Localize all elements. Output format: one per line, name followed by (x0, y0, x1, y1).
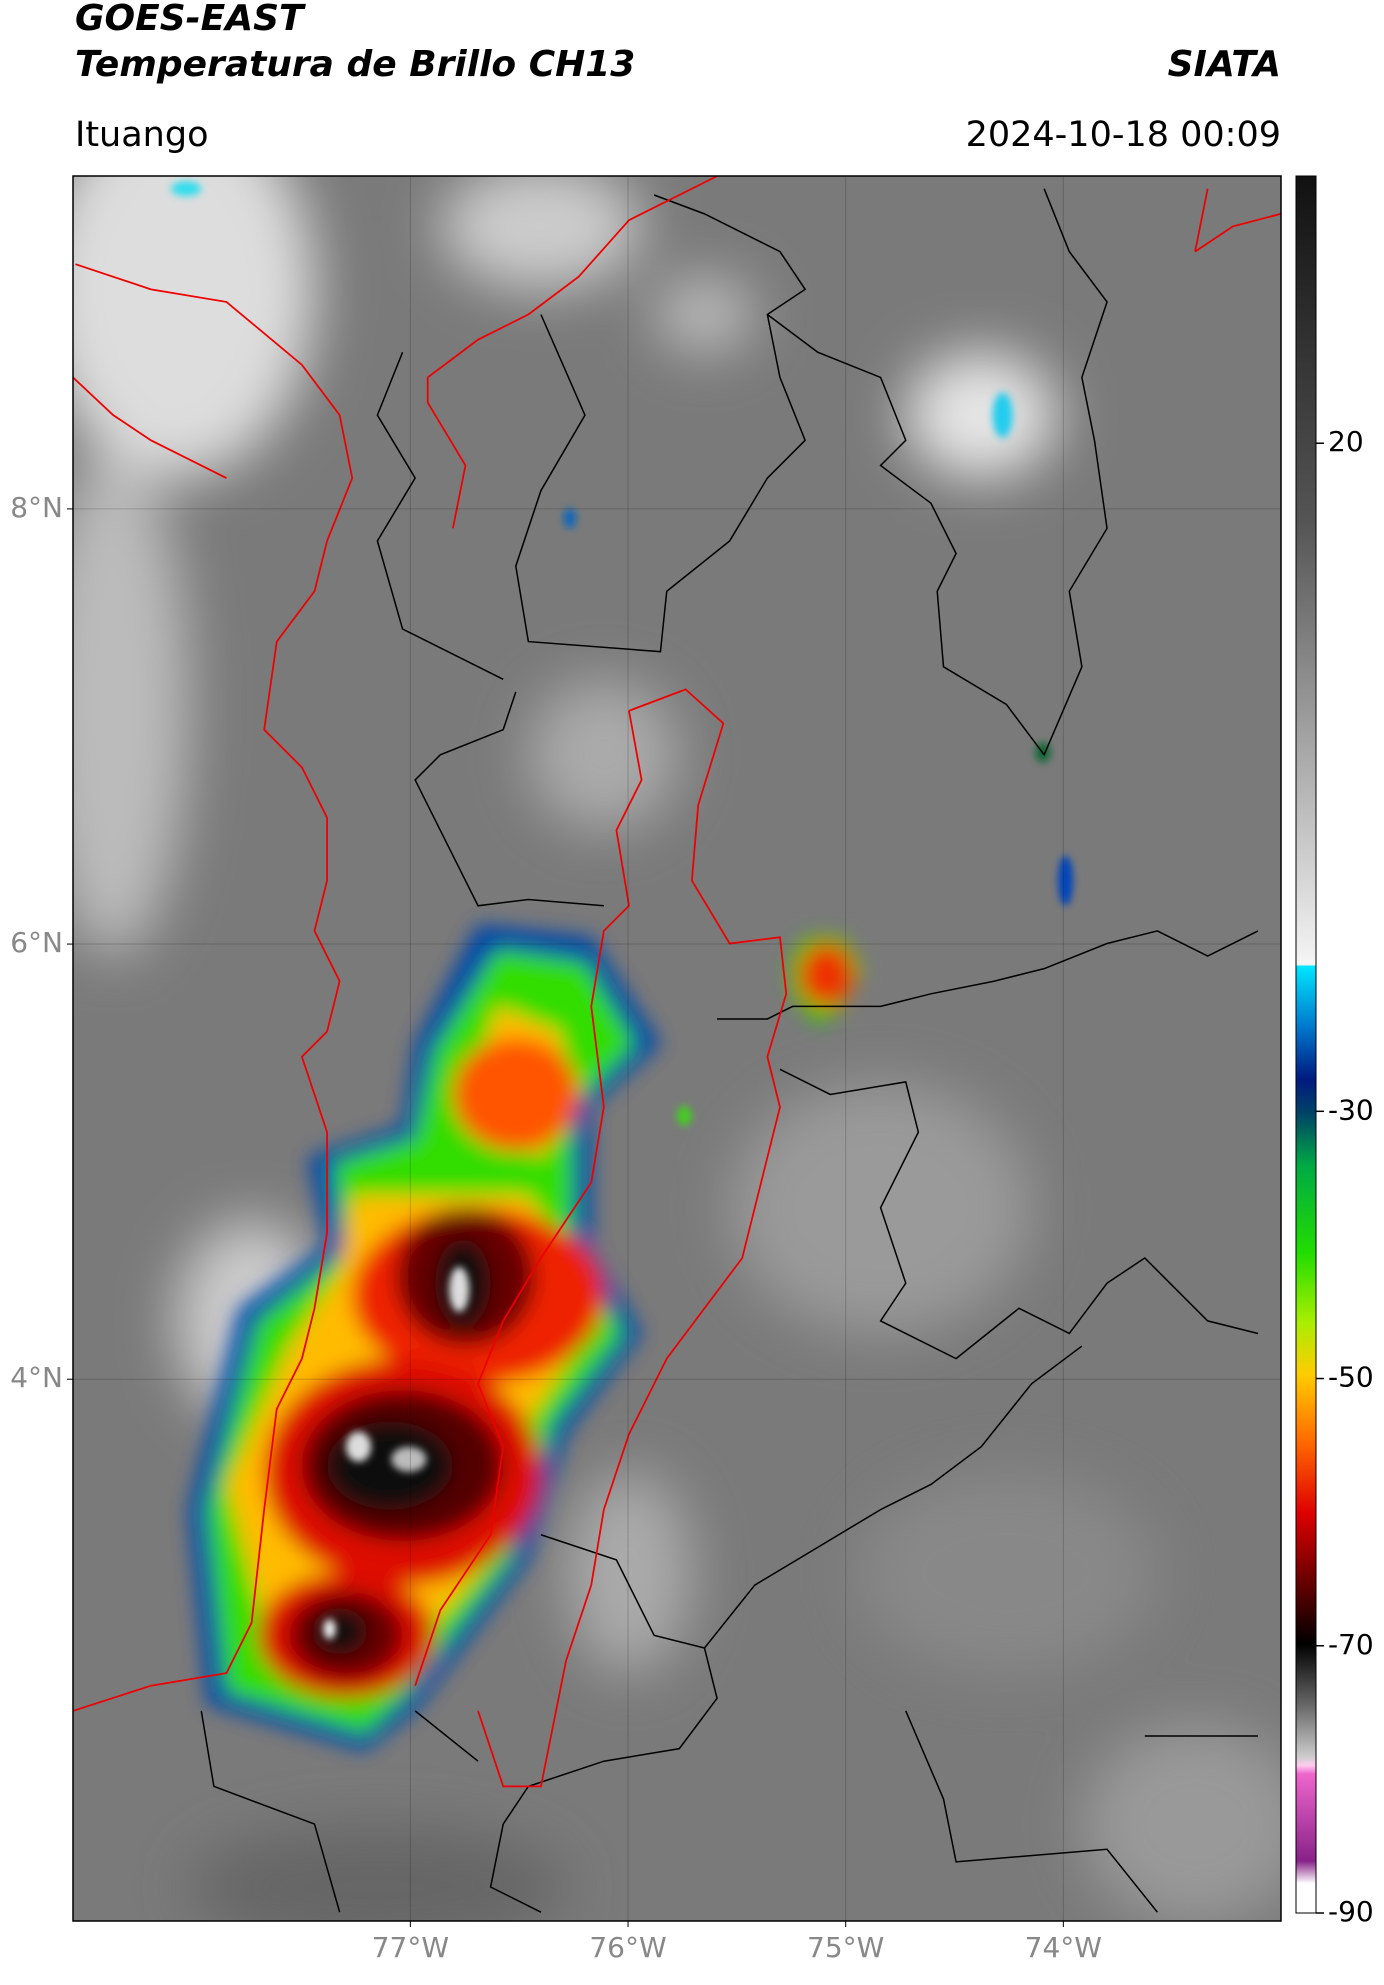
colorbar-tick-label: 20 (1328, 425, 1364, 458)
source: SIATA (1168, 44, 1281, 85)
title: GOES-EAST (75, 0, 306, 39)
boundaries (200, 188, 1259, 1913)
subtitle: Temperatura de Brillo CH13 (75, 44, 635, 85)
map (73, 176, 1281, 1921)
storm-tops (171, 181, 1074, 1640)
x-tick-label: 74°W (1025, 1931, 1102, 1964)
y-tick-label: 6°N (10, 926, 63, 959)
x-tick-label: 76°W (589, 1931, 666, 1964)
colorbar (1295, 175, 1317, 1914)
storm (188, 924, 862, 1752)
national-boundaries (73, 176, 1281, 1788)
clouds (73, 176, 1281, 1921)
location: Ituango (75, 115, 209, 155)
map-frame (72, 175, 1282, 1922)
x-tick-label: 77°W (372, 1931, 449, 1964)
datetime: 2024-10-18 00:09 (966, 115, 1281, 155)
colorbar-tick-label: -30 (1328, 1093, 1374, 1126)
x-tick-label: 75°W (807, 1931, 884, 1964)
imagery (73, 176, 1281, 1921)
y-tick-label: 8°N (10, 491, 63, 524)
colorbar-tick-label: -50 (1328, 1361, 1374, 1394)
y-tick-label: 4°N (10, 1361, 63, 1394)
colorbar-tick-label: -90 (1328, 1895, 1374, 1928)
colorbar-tick-label: -70 (1328, 1628, 1374, 1661)
